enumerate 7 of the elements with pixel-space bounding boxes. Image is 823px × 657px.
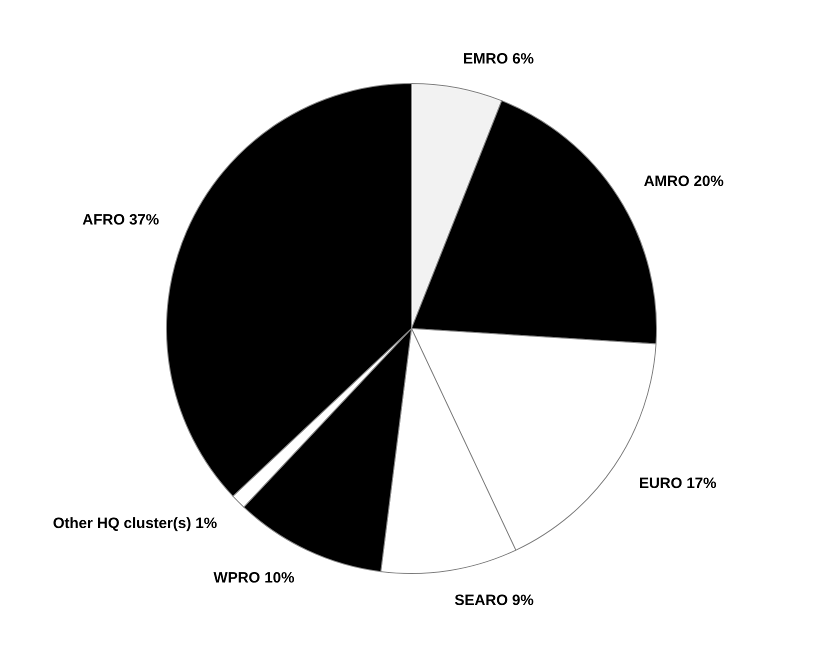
slice-label: AMRO 20%: [644, 173, 724, 190]
slice-label: WPRO 10%: [214, 569, 294, 586]
slice-label: EURO 17%: [638, 475, 716, 492]
slice-label: AFRO 37%: [82, 211, 160, 228]
slice-label: SEARO 9%: [454, 592, 534, 610]
slice-label: Other HQ cluster(s) 1%: [52, 514, 218, 532]
slice-label: EMRO 6%: [463, 50, 534, 68]
